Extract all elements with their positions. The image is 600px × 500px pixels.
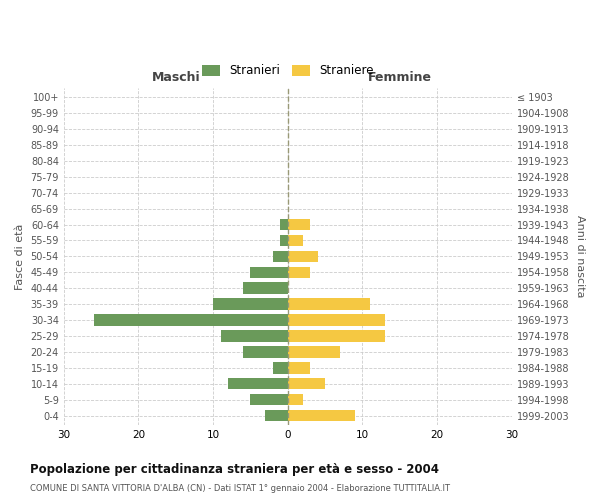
- Bar: [288, 298, 370, 310]
- Bar: [280, 234, 288, 246]
- Text: COMUNE DI SANTA VITTORIA D'ALBA (CN) - Dati ISTAT 1° gennaio 2004 - Elaborazione: COMUNE DI SANTA VITTORIA D'ALBA (CN) - D…: [30, 484, 450, 493]
- Bar: [250, 266, 288, 278]
- Bar: [265, 410, 288, 422]
- Bar: [228, 378, 288, 390]
- Bar: [288, 314, 385, 326]
- Text: Maschi: Maschi: [151, 72, 200, 85]
- Bar: [250, 394, 288, 406]
- Legend: Stranieri, Straniere: Stranieri, Straniere: [197, 60, 378, 82]
- Y-axis label: Anni di nascita: Anni di nascita: [575, 215, 585, 298]
- Bar: [221, 330, 288, 342]
- Bar: [288, 362, 310, 374]
- Bar: [288, 410, 355, 422]
- Bar: [273, 362, 288, 374]
- Bar: [288, 250, 317, 262]
- Bar: [243, 346, 288, 358]
- Bar: [94, 314, 288, 326]
- Bar: [280, 219, 288, 230]
- Bar: [288, 378, 325, 390]
- Text: Popolazione per cittadinanza straniera per età e sesso - 2004: Popolazione per cittadinanza straniera p…: [30, 462, 439, 475]
- Bar: [288, 234, 303, 246]
- Bar: [213, 298, 288, 310]
- Bar: [288, 266, 310, 278]
- Bar: [288, 330, 385, 342]
- Bar: [273, 250, 288, 262]
- Bar: [243, 282, 288, 294]
- Text: Femmine: Femmine: [368, 72, 432, 85]
- Bar: [288, 219, 310, 230]
- Y-axis label: Fasce di età: Fasce di età: [15, 223, 25, 290]
- Bar: [288, 346, 340, 358]
- Bar: [288, 394, 303, 406]
